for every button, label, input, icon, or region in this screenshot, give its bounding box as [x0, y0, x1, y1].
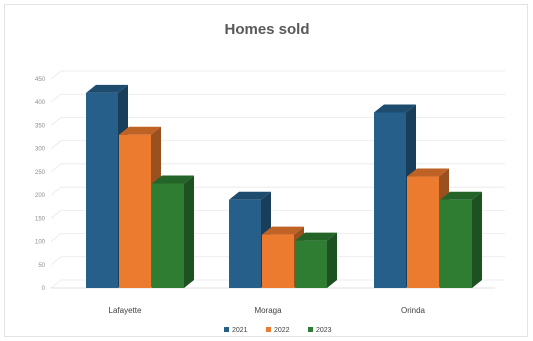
bar-top-face [374, 104, 416, 113]
gridline-depth [50, 210, 62, 219]
gridline-depth [50, 186, 62, 196]
bar [152, 175, 194, 288]
bar-layer [86, 84, 482, 288]
legend-swatch [224, 327, 229, 332]
chart-svg: 0 50 100 150 200 250 300 350 400 450 Lafayette Mor… [35, 70, 505, 334]
chart-title: Homes sold [224, 21, 310, 38]
y-axis-ticks: 0 50 100 150 200 250 300 350 400 450 [35, 77, 46, 292]
bar-top-face [152, 175, 194, 184]
y-tick-label: 300 [35, 147, 46, 153]
gridline-depth [50, 163, 62, 173]
bar-side-face [184, 175, 194, 288]
bar-side-face [472, 191, 482, 288]
bar-front-face [262, 234, 294, 288]
y-tick-label: 250 [35, 170, 46, 176]
bar-front-face [407, 176, 439, 288]
bar-top-face [86, 84, 128, 93]
legend-swatch [308, 327, 313, 332]
y-tick-label: 150 [35, 216, 46, 222]
x-category-label: Moraga [254, 306, 282, 315]
bar-front-face [229, 199, 261, 288]
gridline-depth [50, 117, 62, 126]
gridline-depth [50, 70, 62, 80]
y-tick-label: 0 [42, 286, 46, 292]
legend-swatch [266, 327, 271, 332]
y-tick-label: 50 [38, 263, 45, 269]
bar-top-face [119, 126, 161, 135]
y-tick-label: 350 [35, 123, 46, 129]
bar-front-face [374, 112, 406, 288]
bar-front-face [152, 183, 184, 288]
x-category-label: Lafayette [109, 306, 142, 315]
bar-top-face [440, 191, 482, 200]
bar-front-face [295, 240, 327, 288]
bar-front-face [440, 199, 472, 288]
bar-top-face [295, 232, 337, 241]
bar-top-face [407, 168, 449, 177]
gridline-depth [50, 233, 62, 242]
x-axis-categories: Lafayette Moraga Orinda [109, 306, 426, 315]
chart-frame: Homes sold 0 50 100 150 200 250 300 350 400 450 L… [4, 4, 528, 337]
legend-label: 2022 [274, 327, 290, 334]
y-tick-label: 400 [35, 100, 46, 106]
bar-side-face [327, 232, 337, 288]
gridline-depth [50, 93, 62, 103]
gridline-depth [50, 279, 62, 289]
bar [440, 191, 482, 288]
legend-label: 2023 [316, 327, 332, 334]
legend-label: 2021 [232, 327, 248, 334]
bar [295, 232, 337, 288]
y-tick-label: 450 [35, 77, 46, 83]
legend: 2021 2022 2023 [224, 327, 332, 334]
bar-front-face [119, 134, 151, 288]
y-tick-label: 200 [35, 193, 46, 199]
bar-front-face [86, 92, 118, 288]
gridline-depth [50, 256, 62, 266]
gridline-depth [50, 140, 62, 149]
bar [374, 104, 416, 288]
bar-top-face [229, 191, 271, 200]
y-tick-label: 100 [35, 240, 46, 246]
bar-top-face [262, 226, 304, 235]
x-category-label: Orinda [401, 306, 426, 315]
